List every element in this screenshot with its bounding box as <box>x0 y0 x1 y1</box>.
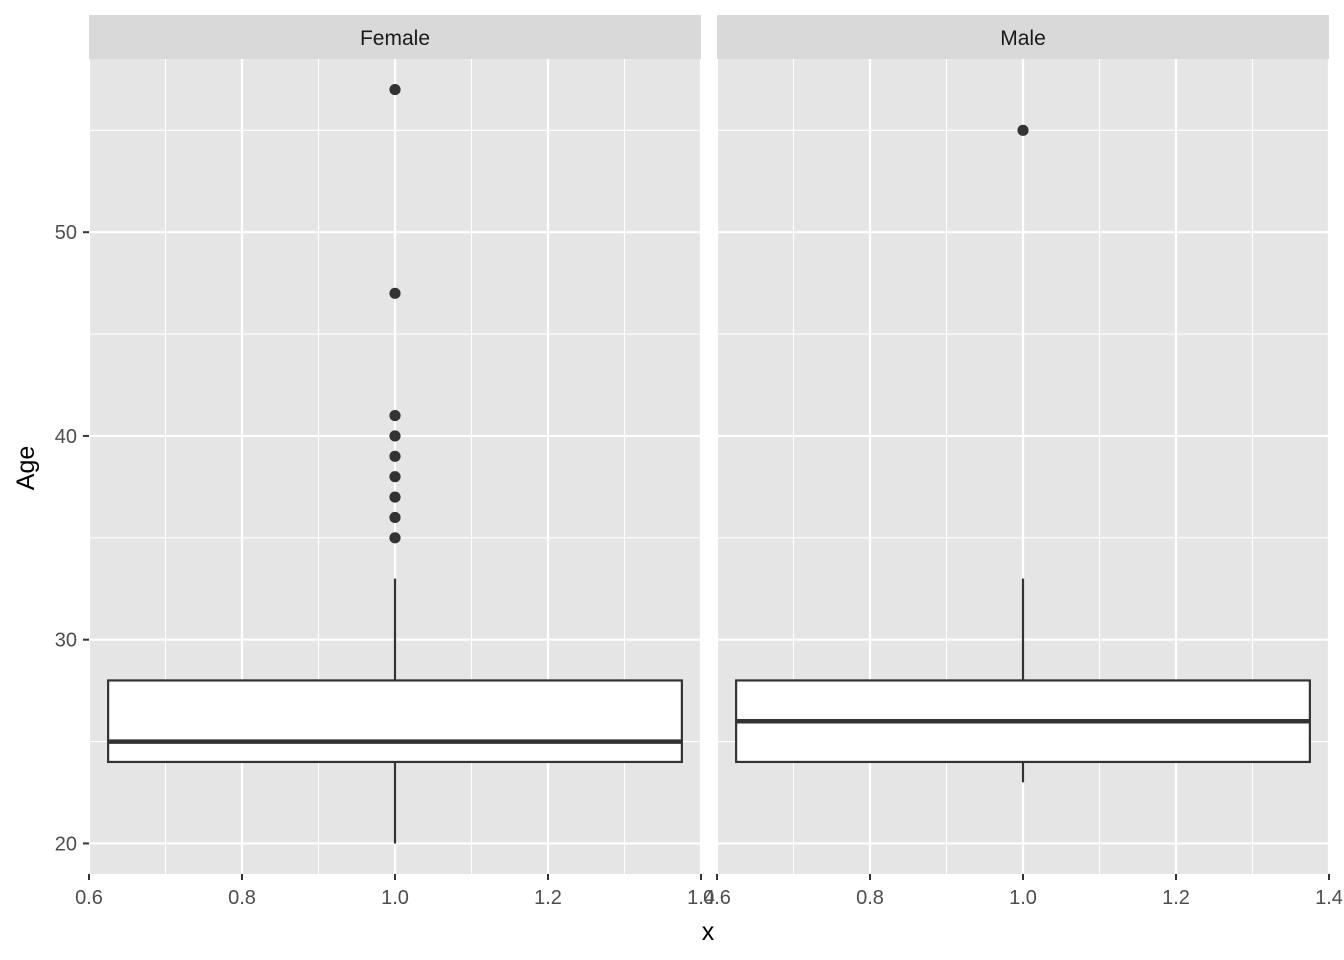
x-tick-label: 1.0 <box>1009 887 1037 909</box>
x-tick-label: 1.2 <box>1162 887 1190 909</box>
x-axis-title: x <box>702 918 715 946</box>
x-tick-label: 1.4 <box>1315 887 1343 909</box>
outlier-point <box>389 450 401 462</box>
outlier-point <box>389 491 401 503</box>
outlier-point <box>389 511 401 524</box>
box-iqr <box>107 679 683 764</box>
outlier-point <box>389 430 401 442</box>
facet-strip-label: Male <box>1000 27 1046 50</box>
x-tick-label: 1.0 <box>381 887 409 909</box>
x-tick-label: 0.8 <box>228 887 256 909</box>
y-tick-label: 20 <box>55 833 77 855</box>
y-tick-label: 50 <box>55 222 77 244</box>
y-tick-label: 30 <box>55 630 77 652</box>
facet-strip <box>717 15 1329 59</box>
x-tick-label: 0.6 <box>75 887 103 909</box>
facet-panels: Female 0.6 0.8 1.0 1.2 1.4 20 30 40 50 Male 0.6 0.8 1… <box>55 15 1343 909</box>
outlier-point <box>389 287 401 299</box>
outlier-point <box>389 532 401 544</box>
outlier-point <box>389 83 401 96</box>
outlier-point <box>389 409 401 422</box>
x-tick-label: 1.2 <box>534 887 562 909</box>
y-axis-title: Age <box>12 446 40 490</box>
facet-strip-label: Female <box>360 27 430 50</box>
outlier-point <box>389 471 401 483</box>
outlier-point <box>1017 124 1029 136</box>
y-tick-label: 40 <box>55 426 77 448</box>
facet-panel-male: Male 0.6 0.8 1.0 1.2 1.4 <box>703 15 1343 909</box>
facet-strip <box>89 15 701 59</box>
facet-panel-female: Female 0.6 0.8 1.0 1.2 1.4 20 30 40 50 <box>55 15 715 909</box>
x-tick-label: 0.6 <box>703 887 731 909</box>
x-tick-label: 1.4 <box>687 887 715 909</box>
x-tick-label: 0.8 <box>856 887 884 909</box>
